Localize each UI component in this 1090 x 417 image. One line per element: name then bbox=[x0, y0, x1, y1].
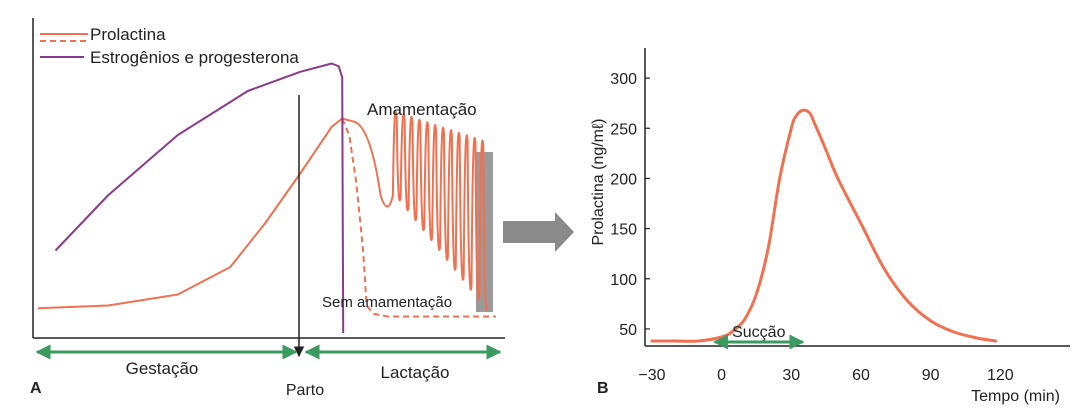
panel-b: 50 100 150 200 250 300 −30 0 30 60 90 120 Prolacti… bbox=[590, 48, 1070, 405]
panel-b-series-0 bbox=[650, 108, 998, 343]
x-tick-label-2: 30 bbox=[782, 367, 800, 384]
panel-a-legend: Prolactina Estrogênios e progesterona bbox=[40, 25, 299, 67]
x-tick-label-3: 60 bbox=[852, 367, 870, 384]
annotation-no-breastfeeding: Sem amamentação bbox=[322, 294, 452, 311]
y-tick-label-50: 50 bbox=[619, 322, 637, 339]
y-tick-label-150: 150 bbox=[610, 222, 637, 239]
panel-a-series bbox=[37, 62, 496, 334]
y-tick-label-250: 250 bbox=[610, 121, 637, 138]
phase-label-lactation: Lactação bbox=[381, 363, 450, 382]
x-tick-label-0: −30 bbox=[638, 367, 665, 384]
panel-a-letter: A bbox=[30, 380, 42, 397]
y-tick-label-300: 300 bbox=[610, 71, 637, 88]
panel-b-x-ticks: −30 0 30 60 90 120 bbox=[638, 367, 1013, 384]
panel-a: Prolactina Estrogênios e progesterona Am… bbox=[30, 18, 505, 399]
annotation-breastfeeding: Amamentação bbox=[367, 100, 477, 119]
phase-label-gestation: Gestação bbox=[126, 359, 199, 378]
suction-label: Sucção bbox=[732, 324, 785, 341]
breastfeeding-cycles bbox=[352, 110, 489, 311]
x-tick-label-5: 120 bbox=[987, 367, 1014, 384]
x-tick-label-4: 90 bbox=[922, 367, 940, 384]
legend-label-solid: Prolactina bbox=[90, 25, 166, 44]
panel-a-series-1 bbox=[341, 118, 496, 318]
panel-b-y-axis-label: Prolactina (ng/mℓ) bbox=[590, 119, 607, 246]
x-tick-label-1: 0 bbox=[717, 367, 726, 384]
panel-b-x-axis-label: Tempo (min) bbox=[971, 388, 1060, 405]
connector-arrow bbox=[503, 212, 574, 252]
panel-a-series-2 bbox=[54, 62, 345, 334]
y-tick-label-100: 100 bbox=[610, 272, 637, 289]
panel-b-series bbox=[650, 108, 998, 343]
panel-b-y-ticks: 50 100 150 200 250 300 bbox=[610, 71, 650, 339]
birth-label: Parto bbox=[286, 382, 324, 399]
legend-label-hormones: Estrogênios e progesterona bbox=[90, 48, 299, 67]
panel-b-letter: B bbox=[597, 380, 609, 397]
y-tick-label-200: 200 bbox=[610, 171, 637, 188]
panel-a-series-0 bbox=[37, 117, 353, 310]
